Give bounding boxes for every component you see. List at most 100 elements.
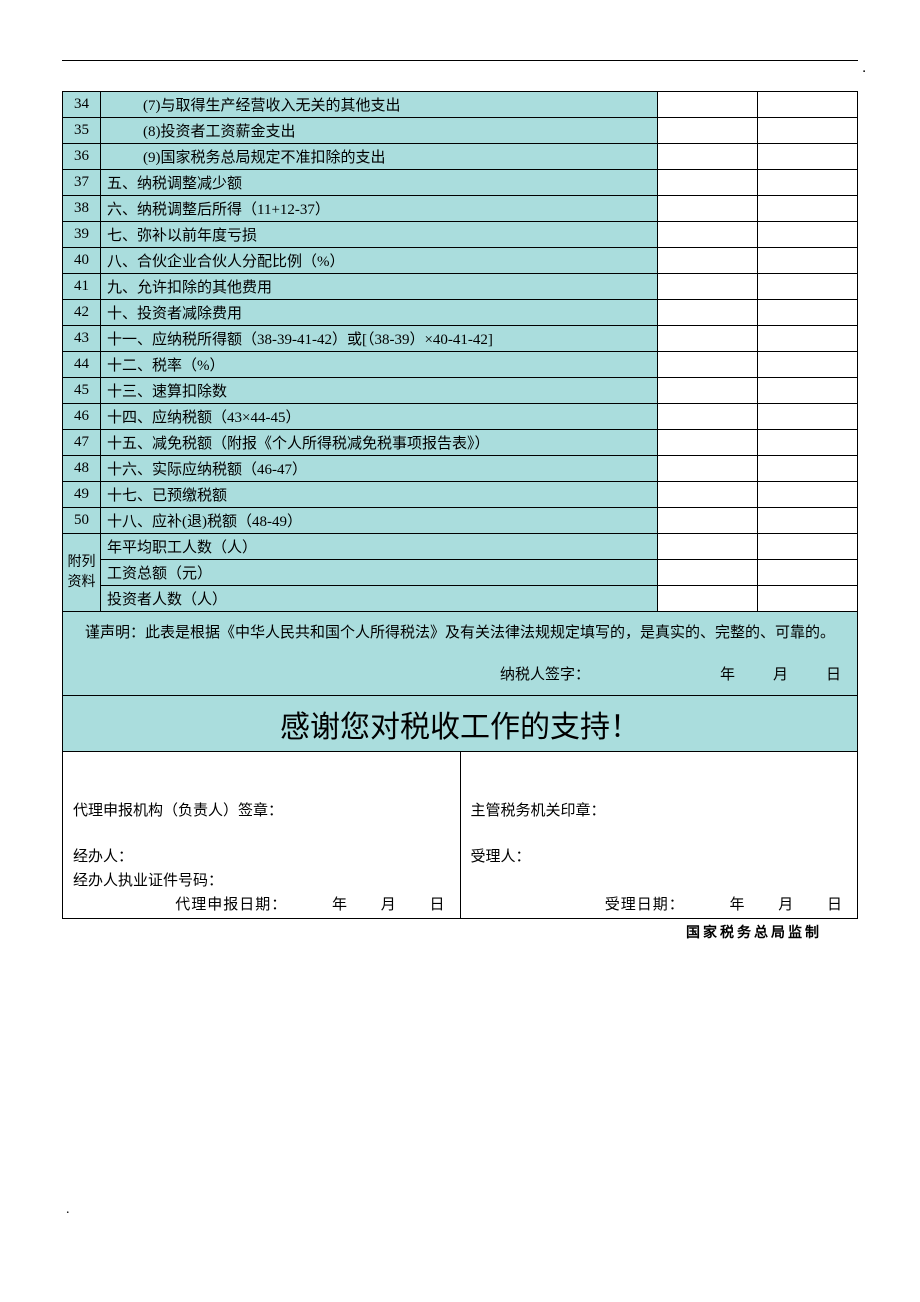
row-value-2 — [758, 222, 858, 248]
row-value-1 — [658, 456, 758, 482]
bottom-right: 主管税务机关印章： 受理人： 受理日期： 年 月 日 — [461, 752, 858, 918]
row-value-1 — [658, 482, 758, 508]
row-value-2 — [758, 430, 858, 456]
handler-label: 经办人： — [73, 845, 450, 866]
row-desc: 六、纳税调整后所得（11+12-37） — [101, 196, 658, 222]
row-value-1 — [658, 352, 758, 378]
row-value-2 — [758, 352, 858, 378]
row-value-1 — [658, 222, 758, 248]
thanks-row: 感谢您对税收工作的支持！ — [63, 696, 858, 752]
row-value-2 — [758, 248, 858, 274]
appendix-val-0b — [758, 534, 858, 560]
row-desc: 十二、税率（%） — [101, 352, 658, 378]
row-number: 40 — [63, 248, 101, 274]
tax-table: 34(7)与取得生产经营收入无关的其他支出35(8)投资者工资薪金支出36(9)… — [62, 91, 858, 752]
row-value-2 — [758, 196, 858, 222]
row-value-2 — [758, 92, 858, 118]
row-value-1 — [658, 144, 758, 170]
row-value-1 — [658, 118, 758, 144]
row-desc: (9)国家税务总局规定不准扣除的支出 — [101, 144, 658, 170]
row-desc: (7)与取得生产经营收入无关的其他支出 — [101, 92, 658, 118]
acceptor-label: 受理人： — [471, 845, 848, 866]
agent-seal-label: 代理申报机构（负责人）签章： — [73, 799, 450, 820]
thanks-text: 感谢您对税收工作的支持！ — [63, 696, 858, 752]
footer-note: 国家税务总局监制 — [62, 919, 858, 942]
table-row: 35(8)投资者工资薪金支出 — [63, 118, 858, 144]
row-desc: 十六、实际应纳税额（46-47） — [101, 456, 658, 482]
row-desc: 五、纳税调整减少额 — [101, 170, 658, 196]
appendix-row-3: 投资者人数（人） — [63, 586, 858, 612]
table-row: 38六、纳税调整后所得（11+12-37） — [63, 196, 858, 222]
table-row: 37五、纳税调整减少额 — [63, 170, 858, 196]
row-value-2 — [758, 300, 858, 326]
top-separator — [62, 60, 858, 61]
appendix-label: 附列资料 — [63, 534, 101, 612]
row-number: 50 — [63, 508, 101, 534]
appendix-val-0a — [658, 534, 758, 560]
appendix-row-1: 附列资料 年平均职工人数（人） — [63, 534, 858, 560]
signature-year: 年 — [720, 663, 735, 684]
row-number: 46 — [63, 404, 101, 430]
row-value-1 — [658, 300, 758, 326]
row-number: 45 — [63, 378, 101, 404]
appendix-item-2: 投资者人数（人） — [101, 586, 658, 612]
row-value-2 — [758, 326, 858, 352]
table-row: 41九、允许扣除的其他费用 — [63, 274, 858, 300]
table-row: 45十三、速算扣除数 — [63, 378, 858, 404]
row-value-2 — [758, 404, 858, 430]
table-row: 46十四、应纳税额（43×44-45） — [63, 404, 858, 430]
row-value-2 — [758, 274, 858, 300]
row-value-1 — [658, 170, 758, 196]
row-desc: 十一、应纳税所得额（38-39-41-42）或[（38-39）×40-41-42… — [101, 326, 658, 352]
row-number: 47 — [63, 430, 101, 456]
row-value-1 — [658, 404, 758, 430]
appendix-row-2: 工资总额（元） — [63, 560, 858, 586]
table-row: 39七、弥补以前年度亏损 — [63, 222, 858, 248]
table-row: 47十五、减免税额（附报《个人所得税减免税事项报告表》） — [63, 430, 858, 456]
agent-date-line: 代理申报日期： 年 月 日 — [73, 893, 450, 914]
row-value-2 — [758, 118, 858, 144]
row-number: 37 — [63, 170, 101, 196]
row-number: 34 — [63, 92, 101, 118]
row-number: 44 — [63, 352, 101, 378]
row-desc: 七、弥补以前年度亏损 — [101, 222, 658, 248]
signature-row: 纳税人签字： 年 月 日 — [63, 652, 858, 696]
row-desc: 十、投资者减除费用 — [101, 300, 658, 326]
table-row: 42十、投资者减除费用 — [63, 300, 858, 326]
row-number: 39 — [63, 222, 101, 248]
row-number: 36 — [63, 144, 101, 170]
row-desc: 十五、减免税额（附报《个人所得税减免税事项报告表》） — [101, 430, 658, 456]
row-value-2 — [758, 170, 858, 196]
appendix-val-1b — [758, 560, 858, 586]
appendix-val-2a — [658, 586, 758, 612]
row-value-2 — [758, 508, 858, 534]
row-desc: 八、合伙企业合伙人分配比例（%） — [101, 248, 658, 274]
table-row: 43十一、应纳税所得额（38-39-41-42）或[（38-39）×40-41-… — [63, 326, 858, 352]
table-row: 40八、合伙企业合伙人分配比例（%） — [63, 248, 858, 274]
signature-label: 纳税人签字： — [500, 663, 590, 684]
table-row: 44十二、税率（%） — [63, 352, 858, 378]
table-row: 48十六、实际应纳税额（46-47） — [63, 456, 858, 482]
table-row: 36(9)国家税务总局规定不准扣除的支出 — [63, 144, 858, 170]
table-row: 34(7)与取得生产经营收入无关的其他支出 — [63, 92, 858, 118]
appendix-val-1a — [658, 560, 758, 586]
row-value-1 — [658, 508, 758, 534]
row-number: 38 — [63, 196, 101, 222]
row-desc: 十八、应补(退)税额（48-49） — [101, 508, 658, 534]
row-value-1 — [658, 196, 758, 222]
bottom-dot: . — [66, 1202, 858, 1218]
declaration-row: 谨声明：此表是根据《中华人民共和国个人所得税法》及有关法律法规规定填写的，是真实… — [63, 612, 858, 652]
row-value-2 — [758, 482, 858, 508]
appendix-item-1: 工资总额（元） — [101, 560, 658, 586]
row-value-1 — [658, 378, 758, 404]
handler-cert-label: 经办人执业证件号码： — [73, 869, 450, 890]
row-number: 42 — [63, 300, 101, 326]
row-desc: 十三、速算扣除数 — [101, 378, 658, 404]
row-value-1 — [658, 326, 758, 352]
row-value-1 — [658, 248, 758, 274]
row-value-1 — [658, 430, 758, 456]
bottom-section: 代理申报机构（负责人）签章： 经办人： 经办人执业证件号码： 代理申报日期： 年… — [62, 752, 858, 919]
row-desc: 十七、已预缴税额 — [101, 482, 658, 508]
row-desc: 九、允许扣除的其他费用 — [101, 274, 658, 300]
row-number: 43 — [63, 326, 101, 352]
